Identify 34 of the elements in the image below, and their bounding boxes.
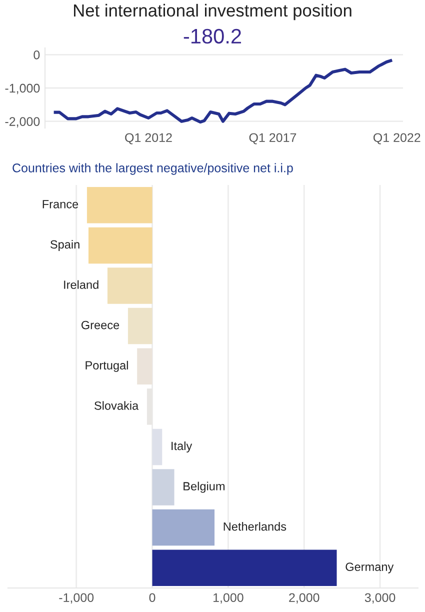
x-tick-label: -1,000 — [59, 593, 94, 604]
x-tick-label: Q1 2022 — [373, 133, 420, 144]
bar — [107, 268, 152, 304]
bar — [128, 308, 152, 344]
bar — [152, 428, 162, 466]
x-tick-label: 1,000 — [214, 593, 244, 604]
y-tick-label: Ireland — [64, 280, 98, 289]
bar — [152, 469, 174, 506]
y-tick-label: Portugal — [86, 360, 128, 372]
bar — [152, 550, 337, 586]
y-tick-label: -2,000 — [5, 117, 40, 128]
y-tick-label: 0 — [34, 50, 40, 60]
y-tick-label: Germany — [346, 562, 394, 574]
chart-title: Net international investment position — [74, 4, 352, 20]
bar — [86, 187, 152, 224]
bar — [152, 509, 215, 546]
y-tick-label: France — [42, 200, 78, 208]
bar — [88, 227, 152, 264]
y-tick-label: Netherlands — [224, 522, 286, 531]
line-series — [54, 59, 392, 124]
bar — [137, 348, 152, 384]
x-tick-label: Q1 2012 — [125, 133, 172, 144]
x-tick-label: 2,000 — [289, 593, 320, 604]
y-tick-label: Spain — [50, 240, 80, 251]
y-tick-label: Italy — [172, 441, 192, 452]
y-tick-label: Greece — [81, 320, 120, 330]
x-tick-label: Q1 2017 — [249, 133, 296, 144]
y-tick-label: Belgium — [184, 482, 224, 493]
y-tick-label: Slovakia — [94, 401, 139, 410]
x-tick-label: 0 — [149, 593, 156, 602]
y-tick-label: -1,000 — [5, 84, 40, 94]
x-tick-label: 3,000 — [364, 593, 396, 604]
chart-title: Countries with the largest negative/positive net i.i.p — [12, 163, 293, 175]
chart-subtitle: -180.2 — [184, 28, 241, 44]
